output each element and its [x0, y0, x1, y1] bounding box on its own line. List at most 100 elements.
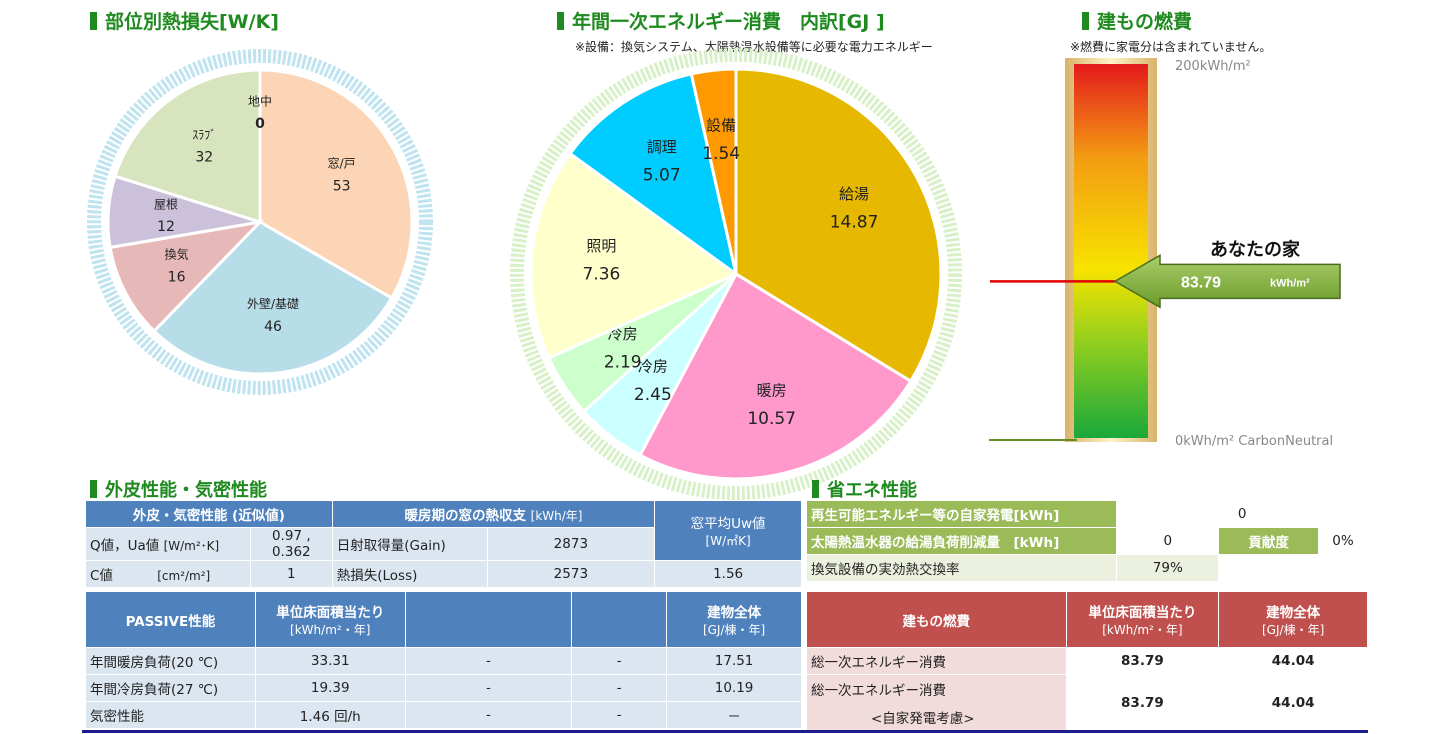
saving-blank-1: [1218, 554, 1320, 582]
energy-ring: [510, 48, 962, 500]
passive-total-header-a: 建物全体: [707, 605, 762, 621]
heat-loss-slice-2: [108, 219, 265, 334]
total-energy-unit-value: 83.79: [1065, 647, 1220, 675]
energy-value-6: 1.54: [702, 144, 740, 164]
envelope-header-2-text: 暖房期の窓の熱収支: [404, 508, 526, 524]
heat-loss-value-2: 16: [168, 269, 186, 285]
energy-slice-6: [689, 67, 738, 275]
airtight-total: －: [666, 701, 802, 729]
cooling-load-c: -: [571, 674, 668, 702]
heat-loss-value-4: 32: [195, 150, 213, 166]
q-ua-value: 0.97 , 0.362: [249, 527, 333, 561]
loss-label: 熱損失(Loss): [331, 560, 488, 588]
energy-label-5: 調理: [647, 138, 677, 156]
energy-title-text: 年間一次エネルギー消費 内訳[GJ ]: [572, 11, 885, 33]
c-label: C値 [cm²/m²]: [85, 560, 251, 588]
airtight-label: 気密性能: [85, 701, 256, 729]
fuel-table: 建もの燃費 単位床面積当たり [kWh/m²・年] 建物全体 [GJ/棟・年] 総一…: [806, 591, 1368, 731]
passive-header: PASSIVE性能: [85, 591, 256, 648]
energy-label-2: 冷房: [638, 358, 668, 376]
c-unit: [cm²/m²]: [157, 569, 211, 583]
fuel-table-total-header-a: 建物全体: [1266, 605, 1321, 621]
energy-value-2: 2.45: [634, 385, 672, 405]
heat-loss-ring: [87, 49, 433, 395]
fuel-title-text: 建もの燃費: [1097, 11, 1193, 33]
heating-load-total: 17.51: [666, 647, 802, 675]
uw-header: 窓平均Uw値: [690, 516, 766, 532]
heat-loss-title: 部位別熱損失[W/K]: [90, 7, 279, 34]
heat-loss-label-1: 外壁/基礎: [247, 296, 299, 311]
energy-label-0: 給湯: [839, 185, 869, 203]
energy-slice-4: [529, 151, 739, 360]
fuel-gauge: あなたの家 83.79 kWh/m² 200kWh/m² 0kWh/m² Car…: [989, 58, 1341, 449]
heat-loss-label-5: 地中: [248, 93, 272, 108]
envelope-header-2: 暖房期の窓の熱収支 [kWh/年]: [331, 500, 656, 528]
gauge-bottom-label: 0kWh/m² CarbonNeutral: [1175, 434, 1333, 449]
q-ua-unit: [W/m²･K]: [163, 539, 220, 553]
your-house-value: 83.79: [1181, 274, 1221, 291]
passive-total-header-b: [GJ/棟・年]: [702, 623, 766, 637]
total-energy-self-total: 44.04: [1218, 674, 1368, 731]
energy-note: ※設備：換気システム、太陽熱温水設備等に必要な電力エネルギー: [575, 40, 933, 54]
fuel-table-total-header-b: [GJ/棟・年]: [1262, 623, 1325, 637]
c-value: 1: [249, 560, 333, 588]
energy-pie: 給湯14.87暖房10.57冷房2.45冷房2.19照明7.36調理5.07設備…: [510, 48, 962, 500]
energy-title: 年間一次エネルギー消費 内訳[GJ ]: [557, 7, 885, 34]
saving-title: 省エネ性能: [812, 476, 917, 502]
energy-label-1: 暖房: [757, 382, 787, 400]
passive-blank-header-1: [404, 591, 573, 648]
saving-table: 再生可能エネルギー等の自家発電[kWh] 0 太陽熱温水器の給湯負荷削減量 [k…: [805, 500, 1368, 582]
heat-loss-pie: 窓/戸 53 外壁/基礎 46 換気 16 屋根 12 ｽﾗﾌﾞ 32 地中 0: [87, 49, 433, 395]
solar-label: 太陽熱温水器の給湯負荷削減量 [kWh]: [805, 527, 1118, 555]
uw-value: 1.56: [654, 560, 802, 588]
energy-label-6: 設備: [706, 117, 736, 135]
ventilation-label: 換気設備の実効熱交換率: [805, 554, 1118, 582]
cooling-load-total: 10.19: [666, 674, 802, 702]
cooling-load-label: 年間冷房負荷(27 ℃): [85, 674, 256, 702]
passive-unit-header-b: [kWh/m²・年]: [290, 623, 371, 637]
gain-label: 日射取得量(Gain): [331, 527, 488, 561]
envelope-table: 外皮・気密性能 (近似値) 暖房期の窓の熱収支 [kWh/年] 窓平均Uw値 [W…: [85, 500, 802, 588]
contribution-label: 貢献度: [1218, 527, 1320, 555]
gauge-top-label: 200kWh/m²: [1175, 59, 1251, 74]
total-energy-total: 44.04: [1218, 647, 1368, 675]
fuel-table-header: 建もの燃費: [806, 591, 1067, 648]
envelope-title: 外皮性能・気密性能: [90, 476, 267, 502]
heat-loss-slice-4: [113, 68, 262, 225]
energy-slice-5: [568, 72, 739, 278]
heating-load-label: 年間暖房負荷(20 ℃): [85, 647, 256, 675]
ventilation-value: 79%: [1116, 554, 1220, 582]
total-energy-self-unit-value: 83.79: [1065, 674, 1220, 731]
cooling-load-b: -: [404, 674, 573, 702]
energy-value-5: 5.07: [643, 165, 681, 185]
heating-load-c: -: [571, 647, 668, 675]
heat-loss-slice-0: [258, 68, 414, 301]
your-house-label: あなたの家: [1210, 238, 1301, 259]
energy-value-1: 10.57: [747, 409, 796, 429]
heat-loss-slice-1: [152, 220, 394, 376]
fuel-table-unit-header-a: 単位床面積当たり: [1088, 605, 1197, 621]
uw-unit: [W/㎡K]: [705, 534, 751, 548]
passive-blank-header-2: [571, 591, 668, 648]
fuel-note: ※燃費に家電分は含まれていません。: [1070, 40, 1272, 54]
fuel-title: 建もの燃費: [1082, 7, 1192, 34]
passive-table: PASSIVE性能 単位床面積当たり [kWh/m²・年] 建物全体 [GJ/棟・年…: [85, 591, 802, 729]
passive-unit-header: 単位床面積当たり [kWh/m²・年]: [254, 591, 406, 648]
total-energy-label: 総一次エネルギー消費: [806, 647, 1067, 675]
envelope-title-text: 外皮性能・気密性能: [105, 480, 267, 501]
saving-blank-2: [1318, 554, 1368, 582]
solar-value: 0: [1116, 527, 1220, 555]
fuel-table-unit-header: 単位床面積当たり [kWh/m²・年]: [1065, 591, 1220, 648]
passive-total-header: 建物全体 [GJ/棟・年]: [666, 591, 802, 648]
heating-load-b: -: [404, 647, 573, 675]
envelope-header-3: 窓平均Uw値 [W/㎡K]: [654, 500, 802, 561]
airtight-unit-value: 1.46 回/h: [254, 701, 406, 729]
loss-value: 2573: [486, 560, 656, 588]
heat-loss-title-text: 部位別熱損失[W/K]: [105, 11, 279, 33]
gauge-bar: [1074, 64, 1148, 438]
c-label-text: C値: [90, 568, 113, 584]
renewable-label: 再生可能エネルギー等の自家発電[kWh]: [805, 500, 1118, 528]
energy-slice-1: [638, 271, 913, 481]
total-energy-self-label: 総一次エネルギー消費 <自家発電考慮>: [806, 674, 1067, 731]
airtight-c: -: [571, 701, 668, 729]
